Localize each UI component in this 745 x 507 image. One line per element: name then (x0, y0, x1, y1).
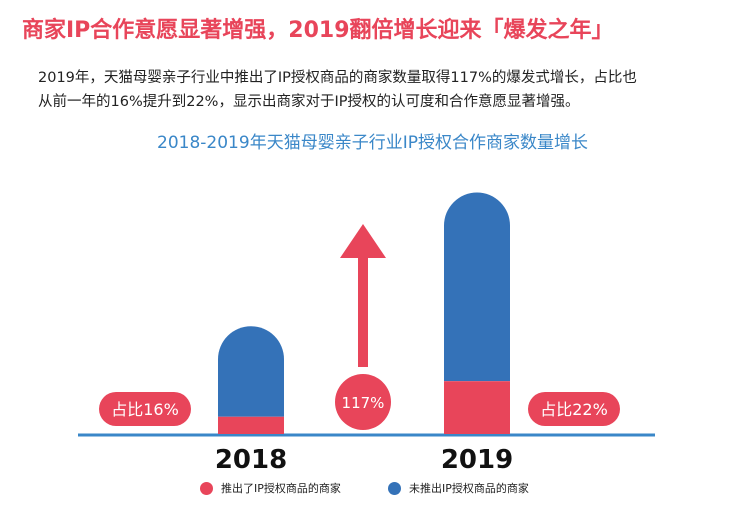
legend-item-ip: 推出了IP授权商品的商家 (200, 480, 341, 496)
bar-2019-ip (444, 381, 510, 434)
legend-label-ip: 推出了IP授权商品的商家 (221, 482, 341, 495)
headline: 商家IP合作意愿显著增强，2019翻倍增长迎来「爆发之年」 (22, 18, 614, 43)
chart-legend: 推出了IP授权商品的商家 未推出IP授权商品的商家 (0, 480, 745, 500)
bar-2018-ip (218, 416, 284, 434)
growth-label: 117% (342, 394, 385, 412)
chart-title: 2018-2019年天猫母婴亲子行业IP授权合作商家数量增长 (157, 133, 588, 153)
share-label-1: 占比22% (540, 400, 608, 419)
growth-arrow-shaft (358, 255, 368, 367)
legend-item-non-ip: 未推出IP授权商品的商家 (388, 480, 529, 496)
body-line-2: 从前一年的16%提升到22%，显示出商家对于IP授权的认可度和合作意愿显著增强。 (38, 94, 580, 110)
legend-swatch-red (200, 481, 213, 495)
legend-swatch-blue (388, 481, 401, 495)
share-pill-1 (528, 392, 620, 426)
bar-2019-non-ip (444, 192, 510, 382)
share-pill-0 (99, 392, 191, 426)
body-paragraph: 2019年，天猫母婴亲子行业中推出了IP授权商品的商家数量取得117%的爆发式增… (38, 66, 728, 114)
bar-2018-non-ip (218, 326, 284, 417)
legend-label-non-ip: 未推出IP授权商品的商家 (409, 482, 529, 495)
x-tick-label-2018: 2018 (215, 445, 287, 475)
x-tick-label-2019: 2019 (441, 445, 513, 475)
growth-badge (335, 374, 391, 430)
body-line-1: 2019年，天猫母婴亲子行业中推出了IP授权商品的商家数量取得117%的爆发式增… (38, 70, 637, 86)
share-label-0: 占比16% (111, 400, 179, 419)
growth-arrow-head (340, 224, 386, 258)
